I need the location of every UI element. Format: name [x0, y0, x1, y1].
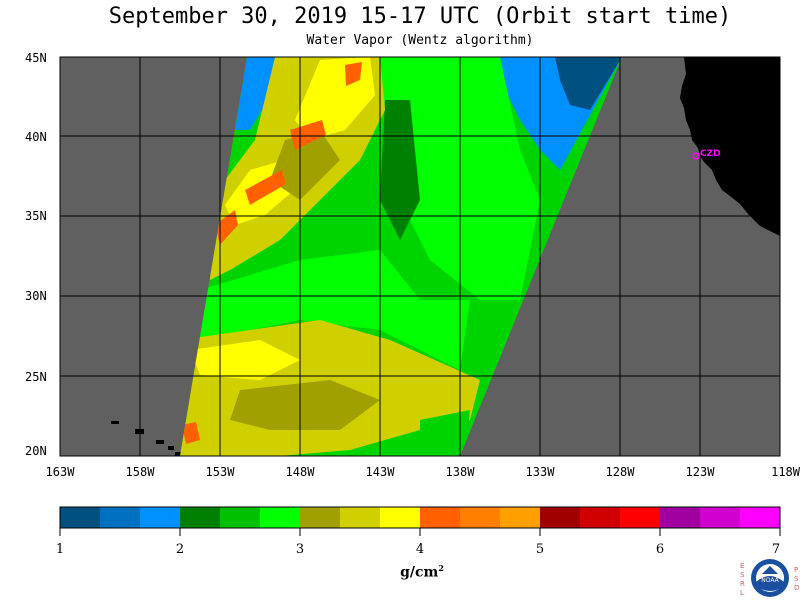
- colorbar-swatch: [140, 507, 181, 528]
- logo-letter: D: [794, 584, 800, 592]
- colorbar-swatch: [180, 507, 221, 528]
- lon-label: 123W: [686, 465, 716, 479]
- colorbar-swatch: [740, 507, 781, 528]
- colorbar: [60, 507, 781, 528]
- colorbar-tick-label: 1: [56, 542, 64, 557]
- noaa-esrl-psd-logo: E S R L P S D NOAA: [738, 556, 800, 600]
- latitude-labels: 45N 40N 35N 30N 25N 20N: [25, 51, 47, 458]
- lat-label-25n: 25N: [25, 370, 47, 384]
- colorbar-swatch: [60, 507, 101, 528]
- colorbar-swatch: [300, 507, 341, 528]
- colorbar-units: g/cm2: [400, 563, 444, 581]
- logo-letter: R: [740, 580, 745, 588]
- map-title: September 30, 2019 15-17 UTC (Orbit star…: [108, 4, 732, 29]
- colorbar-ticks: 1 2 3 4 5 6 7: [56, 528, 781, 557]
- colorbar-swatch: [500, 507, 541, 528]
- colorbar-tick-label: 2: [176, 542, 184, 557]
- colorbar-swatch: [220, 507, 261, 528]
- colorbar-tick-label: 5: [536, 542, 544, 557]
- colorbar-swatch: [460, 507, 501, 528]
- colorbar-swatch: [380, 507, 421, 528]
- station-marker: [692, 152, 700, 160]
- lon-label: 143W: [366, 465, 396, 479]
- svg-text:NOAA: NOAA: [761, 577, 779, 584]
- lat-label-20n: 20N: [25, 444, 47, 458]
- logo-letter: S: [740, 571, 745, 579]
- map-frame: [59, 56, 781, 457]
- lon-label: 128W: [606, 465, 636, 479]
- lat-label-35n: 35N: [25, 209, 47, 223]
- colorbar-swatch: [260, 507, 301, 528]
- logo-letter: E: [740, 562, 745, 570]
- colorbar-swatch: [660, 507, 701, 528]
- colorbar-swatch: [540, 507, 581, 528]
- lat-label-40n: 40N: [25, 130, 47, 144]
- land-west-coast: [680, 57, 780, 236]
- colorbar-swatch: [100, 507, 141, 528]
- station-label: CZD: [700, 149, 721, 159]
- colorbar-tick-label: 3: [296, 542, 304, 557]
- map-subtitle: Water Vapor (Wentz algorithm): [306, 33, 534, 48]
- lon-label: 148W: [286, 465, 316, 479]
- logo-letter: S: [794, 575, 799, 583]
- colorbar-swatch: [580, 507, 621, 528]
- lon-label: 163W: [46, 465, 76, 479]
- lon-label: 138W: [446, 465, 476, 479]
- lon-label: 153W: [206, 465, 236, 479]
- logo-letter: L: [740, 589, 744, 597]
- colorbar-swatch: [340, 507, 381, 528]
- colorbar-tick-label: 4: [416, 542, 424, 557]
- lon-label: 118W: [771, 465, 800, 479]
- colorbar-swatch: [700, 507, 741, 528]
- map-grid: [60, 57, 780, 456]
- noaa-emblem-icon: NOAA: [751, 559, 789, 597]
- logo-letter: P: [794, 566, 799, 574]
- colorbar-tick-label: 6: [656, 542, 664, 557]
- colorbar-swatch: [620, 507, 661, 528]
- colorbar-tick-label: 7: [772, 542, 780, 557]
- lat-label-30n: 30N: [25, 289, 47, 303]
- lat-label-45n: 45N: [25, 51, 47, 65]
- colorbar-swatch: [420, 507, 461, 528]
- lon-label: 158W: [126, 465, 156, 479]
- longitude-labels: 163W 158W 153W 148W 143W 138W 133W 128W 123W 118W: [46, 465, 800, 479]
- lon-label: 133W: [526, 465, 556, 479]
